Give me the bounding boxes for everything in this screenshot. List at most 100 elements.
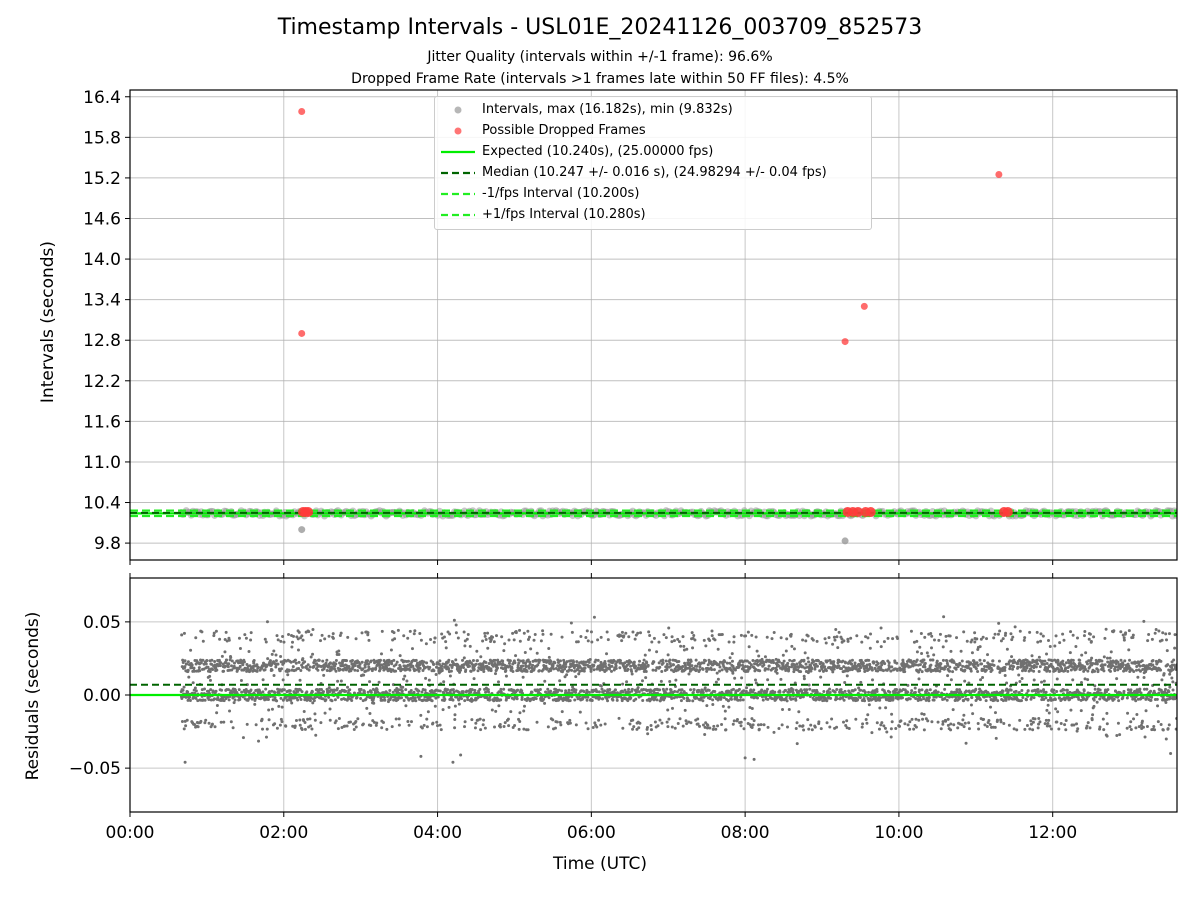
residual-point [481, 723, 485, 727]
residual-point [755, 649, 759, 653]
residual-point [461, 690, 465, 694]
residual-point [288, 689, 292, 693]
residual-point [314, 733, 318, 737]
residual-point [452, 690, 456, 694]
residual-point [331, 632, 335, 636]
residual-point [870, 731, 874, 735]
residual-point [398, 654, 402, 658]
residual-point [478, 717, 482, 721]
residual-point [889, 669, 893, 673]
residual-point [853, 688, 857, 692]
residual-point [921, 717, 925, 721]
residual-point [828, 687, 832, 691]
residual-point [645, 726, 649, 730]
residual-point [631, 630, 635, 634]
residual-point [233, 688, 237, 692]
residual-point [230, 659, 234, 663]
residual-point [194, 696, 198, 700]
residual-point [915, 658, 919, 662]
residual-point [745, 686, 749, 690]
residual-point [366, 631, 370, 635]
residual-point [227, 638, 231, 642]
residual-point [203, 687, 207, 691]
residual-point [463, 720, 467, 724]
residual-point [993, 632, 997, 636]
residual-point [648, 634, 652, 638]
residual-point [784, 688, 788, 692]
residual-point [279, 654, 283, 658]
residual-point [438, 659, 442, 663]
residual-point [522, 727, 526, 731]
residual-point [668, 658, 672, 662]
residual-point [875, 640, 879, 644]
residual-point [976, 669, 980, 673]
residual-point [804, 662, 808, 666]
residual-point [949, 722, 953, 726]
residual-point [418, 631, 422, 635]
residual-point [624, 631, 628, 635]
residual-point [713, 689, 717, 693]
residual-point [431, 721, 435, 725]
residual-point [939, 727, 943, 731]
residual-point [665, 720, 669, 724]
residual-point [457, 702, 461, 706]
residual-point [807, 660, 811, 664]
residual-point [795, 662, 799, 666]
residual-point [287, 632, 291, 636]
residual-point [413, 629, 417, 633]
residual-point [333, 667, 337, 671]
residual-point [289, 698, 293, 702]
residual-point [928, 688, 932, 692]
residual-point [518, 628, 522, 632]
residual-point [996, 632, 1000, 636]
residual-point [264, 640, 268, 644]
residual-point [770, 637, 774, 641]
residual-point [180, 633, 184, 637]
residual-point [922, 658, 926, 662]
residual-point [917, 688, 921, 692]
residual-point [655, 650, 659, 654]
residual-point [547, 655, 551, 659]
residual-point [693, 638, 697, 642]
residual-point [654, 668, 658, 672]
residual-point [670, 640, 674, 644]
residual-point [582, 690, 586, 694]
residual-point [559, 723, 563, 727]
residual-point [471, 698, 475, 702]
residual-point [603, 722, 607, 726]
residual-point [531, 663, 535, 667]
residual-point [382, 695, 386, 699]
residual-point [474, 662, 478, 666]
residual-point [692, 633, 696, 637]
residual-point [346, 635, 350, 639]
residual-point [244, 691, 248, 695]
residual-point [687, 699, 691, 703]
residual-point [629, 664, 633, 668]
residual-point [335, 687, 339, 691]
residual-point [518, 711, 522, 715]
residual-point [964, 741, 968, 745]
residual-point [870, 668, 874, 672]
residual-point [227, 698, 231, 702]
residual-point [863, 690, 867, 694]
residual-point [888, 690, 892, 694]
residual-point [492, 640, 496, 644]
residual-point [413, 696, 417, 700]
residual-point [834, 627, 838, 631]
residual-point [752, 719, 756, 723]
residual-point [666, 725, 670, 729]
residual-point [495, 663, 499, 667]
residual-point [944, 634, 948, 638]
residual-point [1024, 698, 1028, 702]
residual-point [484, 637, 488, 641]
residual-point [784, 649, 788, 653]
residual-point [711, 698, 715, 702]
residual-point [949, 728, 953, 732]
residual-point [184, 724, 188, 728]
residual-point [353, 664, 357, 668]
residual-point [509, 710, 513, 714]
residual-point [652, 660, 656, 664]
residual-point [547, 646, 551, 650]
residual-point [438, 689, 442, 693]
residual-point [196, 725, 200, 729]
